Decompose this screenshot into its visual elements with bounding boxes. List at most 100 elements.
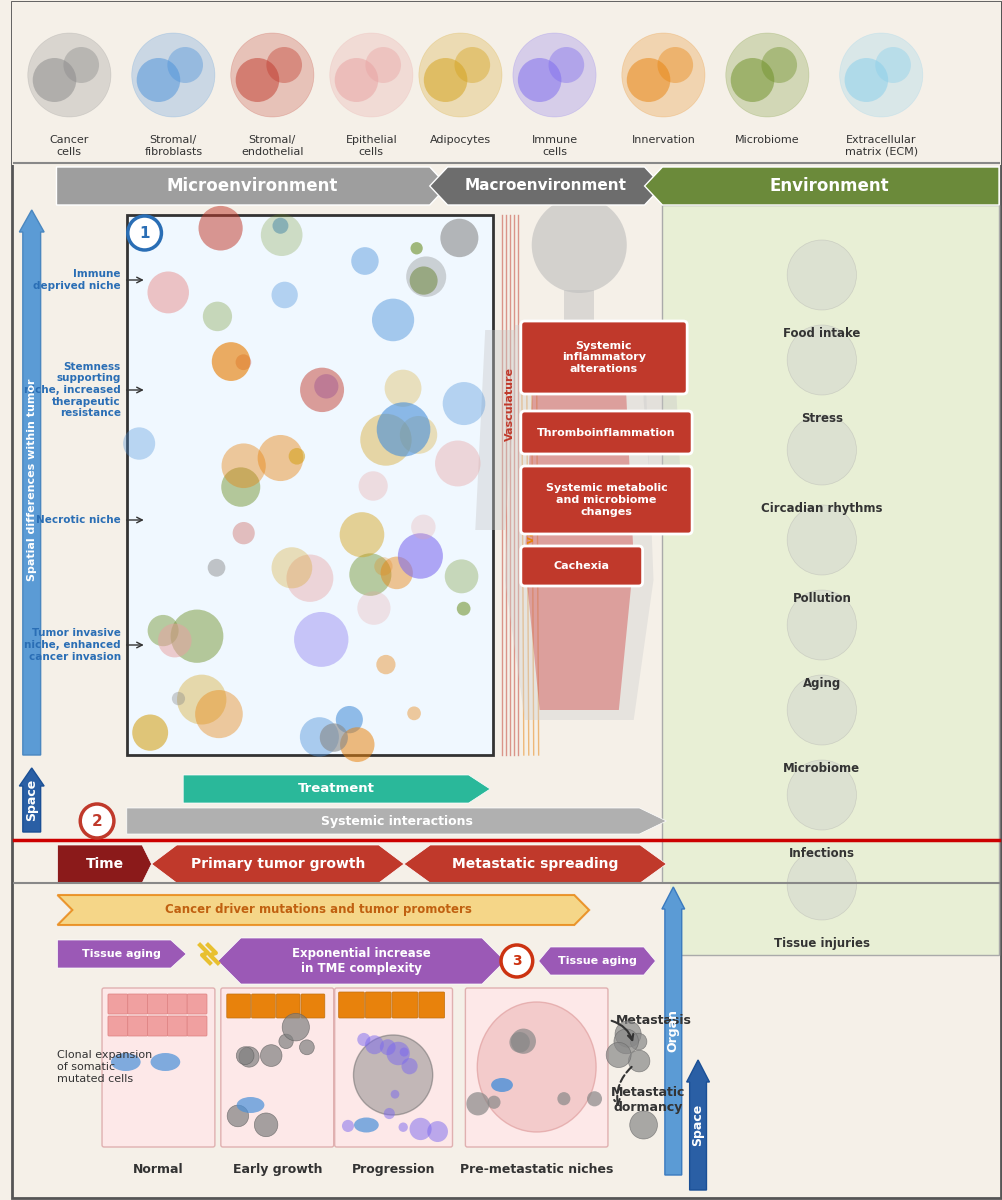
Polygon shape [183, 775, 490, 803]
Text: Microenvironment: Microenvironment [166, 176, 338, 194]
Ellipse shape [477, 1002, 595, 1132]
Circle shape [787, 590, 856, 660]
Circle shape [198, 206, 242, 251]
FancyBboxPatch shape [520, 466, 691, 534]
Circle shape [614, 1021, 640, 1048]
Circle shape [236, 1046, 254, 1064]
Text: Spatial differences within tumor: Spatial differences within tumor [27, 379, 37, 581]
Circle shape [380, 1039, 395, 1055]
Text: Tissue aging: Tissue aging [82, 949, 161, 959]
Text: Epithelial
cells: Epithelial cells [345, 134, 397, 156]
FancyBboxPatch shape [520, 320, 686, 394]
Text: Adipocytes: Adipocytes [430, 134, 491, 145]
Circle shape [357, 1033, 370, 1046]
Circle shape [202, 301, 231, 331]
Text: Progression: Progression [352, 1163, 435, 1176]
Circle shape [787, 325, 856, 395]
Circle shape [167, 47, 202, 83]
Text: Cachexia: Cachexia [553, 560, 609, 571]
Circle shape [353, 1034, 432, 1115]
FancyBboxPatch shape [102, 988, 214, 1147]
FancyBboxPatch shape [167, 1016, 187, 1036]
Circle shape [365, 1036, 384, 1055]
Circle shape [409, 1117, 431, 1140]
Circle shape [407, 707, 421, 720]
Circle shape [33, 58, 76, 102]
Text: Metastatic
dormancy: Metastatic dormancy [611, 1086, 685, 1114]
Text: Metastasis: Metastasis [615, 1014, 690, 1026]
Bar [12, 2, 1000, 164]
Circle shape [176, 674, 226, 725]
Text: Primary tumor growth: Primary tumor growth [190, 857, 365, 871]
Circle shape [230, 32, 314, 116]
Circle shape [466, 1092, 489, 1116]
Circle shape [279, 1034, 293, 1049]
FancyBboxPatch shape [339, 992, 364, 1018]
Circle shape [384, 370, 421, 407]
Text: Cancer driver mutations and tumor promoters: Cancer driver mutations and tumor promot… [165, 904, 472, 917]
Ellipse shape [111, 1054, 140, 1070]
Text: Space: Space [25, 779, 38, 821]
Circle shape [398, 533, 443, 578]
Circle shape [320, 724, 348, 752]
FancyBboxPatch shape [220, 988, 334, 1147]
Polygon shape [56, 167, 447, 205]
Text: Systemic
inflammatory
alterations: Systemic inflammatory alterations [561, 341, 645, 374]
FancyBboxPatch shape [465, 988, 607, 1147]
Text: Thromboinflammation: Thromboinflammation [537, 427, 675, 438]
Text: Cancer
cells: Cancer cells [50, 134, 89, 156]
Text: Aging: Aging [802, 677, 840, 690]
Text: Pollution: Pollution [792, 592, 851, 605]
Circle shape [221, 467, 260, 506]
Circle shape [427, 1121, 448, 1142]
Polygon shape [126, 808, 665, 834]
Text: Organ: Organ [666, 1008, 679, 1051]
Text: Infections: Infections [788, 847, 854, 860]
Circle shape [401, 1058, 417, 1074]
Circle shape [501, 946, 532, 977]
Circle shape [613, 1030, 638, 1054]
FancyBboxPatch shape [301, 994, 325, 1018]
Circle shape [400, 416, 437, 454]
Text: Immune
cells: Immune cells [531, 134, 577, 156]
Circle shape [158, 624, 191, 658]
Circle shape [875, 47, 910, 83]
Circle shape [512, 32, 595, 116]
Circle shape [725, 32, 809, 116]
Circle shape [376, 655, 395, 674]
Text: Early growth: Early growth [232, 1163, 322, 1176]
Polygon shape [538, 947, 655, 974]
Text: Microbiome: Microbiome [734, 134, 799, 145]
Text: Tissue aging: Tissue aging [557, 956, 636, 966]
Circle shape [195, 690, 242, 738]
Circle shape [787, 674, 856, 745]
Ellipse shape [236, 1097, 265, 1114]
Circle shape [548, 47, 583, 83]
Polygon shape [217, 938, 504, 984]
FancyBboxPatch shape [187, 994, 206, 1014]
Circle shape [444, 559, 478, 593]
Circle shape [487, 1096, 500, 1109]
FancyBboxPatch shape [419, 992, 444, 1018]
Polygon shape [644, 167, 998, 205]
Polygon shape [151, 845, 404, 883]
Ellipse shape [354, 1117, 379, 1133]
Circle shape [454, 47, 490, 83]
Circle shape [442, 382, 485, 425]
Circle shape [349, 553, 391, 596]
FancyBboxPatch shape [167, 994, 187, 1014]
Text: Vasculature: Vasculature [504, 367, 514, 440]
Circle shape [261, 1045, 282, 1067]
FancyBboxPatch shape [108, 1016, 127, 1036]
Polygon shape [57, 845, 151, 883]
Circle shape [147, 614, 178, 647]
Circle shape [227, 1105, 248, 1127]
Circle shape [287, 554, 333, 602]
Circle shape [761, 47, 797, 83]
Bar [14, 883, 669, 1196]
Circle shape [787, 850, 856, 920]
Bar [564, 290, 593, 325]
Circle shape [80, 804, 114, 838]
FancyBboxPatch shape [127, 1016, 147, 1036]
Polygon shape [643, 330, 682, 530]
